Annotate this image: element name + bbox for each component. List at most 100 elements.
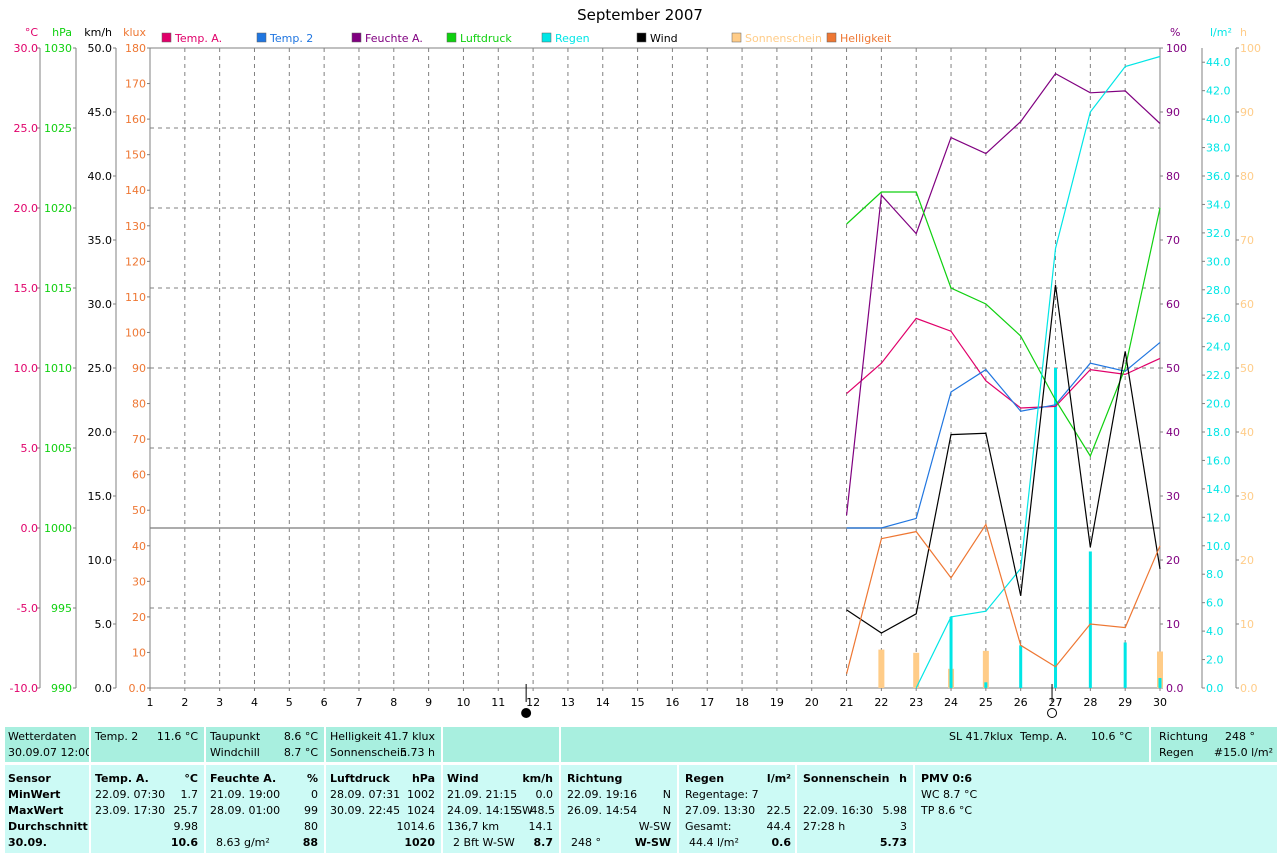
pmv-wc: WC 8.7 °C	[921, 788, 978, 801]
legend-label: Temp. A.	[174, 32, 222, 45]
light-tick-label: 50	[132, 504, 146, 517]
wind-tick-label: 50.0	[88, 42, 113, 55]
sensor-head: Sensor	[8, 772, 51, 785]
temp-tick-label: 5.0	[21, 442, 39, 455]
humidity-tick-label: 20	[1166, 554, 1180, 567]
temp-a-col: Temp. A. °C 22.09. 07:30 1.7 23.09. 17:3…	[90, 764, 205, 854]
humidity-tick-label: 30	[1166, 490, 1180, 503]
taupunkt-label: Taupunkt	[210, 730, 261, 743]
rain-tick-label: 28.0	[1206, 284, 1231, 297]
sensor-min: MinWert	[8, 788, 61, 801]
light-tick-label: 90	[132, 362, 146, 375]
x-tick-label: 18	[735, 696, 749, 709]
pressure-tick-label: 1015	[44, 282, 72, 295]
richtung-min-time: 22.09. 19:16	[567, 788, 638, 801]
wind-tick-label: 0.0	[95, 682, 113, 695]
light-tick-label: 160	[125, 113, 146, 126]
light-tick-label: 10	[132, 646, 146, 659]
light-tick-label: 120	[125, 255, 146, 268]
sonne-max-val: 5.98	[882, 804, 908, 817]
rain-tick-label: 8.0	[1206, 568, 1224, 581]
legend-swatch	[826, 32, 837, 43]
sun-bar	[1157, 651, 1163, 688]
sonne-col: Sonnenschein h 22.09. 16:30 5.98 27:28 h…	[796, 764, 914, 854]
windchill-label: Windchill	[210, 746, 260, 759]
light-tick-label: 180	[125, 42, 146, 55]
temp-tick-label: 0.0	[21, 522, 39, 535]
wind-tick-label: 40.0	[88, 170, 113, 183]
regen-gesamt: 44.4	[766, 820, 792, 833]
temp-a-avg: 9.98	[173, 820, 199, 833]
sun-tick-label: 100	[1240, 42, 1261, 55]
luftdruck-avg: 1014.6	[396, 820, 436, 833]
temp2-label: Temp. 2	[95, 730, 139, 743]
rain-tick-label: 22.0	[1206, 369, 1231, 382]
chart-title: September 2007	[577, 6, 703, 24]
x-tick-label: 30	[1153, 696, 1167, 709]
rain-bar	[984, 682, 988, 688]
wetterdaten-cell: Wetterdaten 30.09.07 12:00	[4, 726, 90, 763]
wind-col: Wind km/h 21.09. 21:15 0.0 24.09. 14:15 …	[442, 764, 560, 854]
rain-tick-label: 2.0	[1206, 654, 1224, 667]
sun-bar	[913, 652, 920, 688]
x-tick-label: 28	[1083, 696, 1097, 709]
legend-swatch	[446, 32, 457, 43]
wind-tick-label: 45.0	[88, 106, 113, 119]
temp-tick-label: 10.0	[14, 362, 39, 375]
rain-tick-label: 0.0	[1206, 682, 1224, 695]
legend-swatch	[636, 32, 647, 43]
light-tick-label: 60	[132, 469, 146, 482]
humidity-tick-label: 50	[1166, 362, 1180, 375]
wind-max-dir: SW	[515, 804, 533, 817]
wind-bft: 2 Bft W-SW	[453, 836, 515, 849]
x-tick-label: 27	[1049, 696, 1063, 709]
pressure-tick-label: 1010	[44, 362, 72, 375]
temp-tick-label: 20.0	[14, 202, 39, 215]
sun-tick-label: 90	[1240, 106, 1254, 119]
regen-col: Regen l/m² Regentage: 7 27.09. 13:30 22.…	[678, 764, 796, 854]
helligkeit-label: Helligkeit	[330, 730, 382, 743]
legend-swatch	[731, 32, 742, 43]
legend-swatch	[541, 32, 552, 43]
feuchte-now: 88	[302, 836, 318, 849]
rain-tick-label: 42.0	[1206, 85, 1231, 98]
humidity-tick-label: 80	[1166, 170, 1180, 183]
regen-value: #15.0 l/m²	[1213, 746, 1273, 759]
legend-label: Wind	[650, 32, 678, 45]
sonne-unit: h	[899, 772, 907, 785]
taupunkt-cell: Taupunkt 8.6 °C Windchill 8.7 °C	[205, 726, 325, 763]
regen-now: 0.6	[771, 836, 792, 849]
x-tick-label: 17	[700, 696, 714, 709]
temp-a-unit: °C	[184, 772, 198, 785]
x-tick-label: 22	[874, 696, 888, 709]
wind-distance: 136,7 km	[447, 820, 500, 833]
humidity-tick-label: 60	[1166, 298, 1180, 311]
rain-tick-label: 40.0	[1206, 113, 1231, 126]
temp-a-min-val: 1.7	[180, 788, 199, 801]
x-tick-label: 14	[596, 696, 610, 709]
sun-bar	[878, 649, 885, 688]
pmv-tp: TP 8.6 °C	[921, 804, 973, 817]
pmv-col: PMV 0:6 WC 8.7 °C TP 8.6 °C	[914, 764, 1278, 854]
legend-label: Luftdruck	[460, 32, 512, 45]
humidity-tick-label: 100	[1166, 42, 1187, 55]
rain-unit-label: l/m²	[1210, 26, 1232, 39]
rain-tick-label: 30.0	[1206, 255, 1231, 268]
x-tick-label: 24	[944, 696, 958, 709]
rain-bar	[1088, 551, 1092, 688]
humidity-tick-label: 90	[1166, 106, 1180, 119]
feuchte-abs: 8.63 g/m²	[216, 836, 270, 849]
richtung-top-cell: Richtung 248 ° Regen #15.0 l/m²	[1150, 726, 1278, 763]
helligkeit-value: 41.7 klux	[384, 730, 435, 743]
rain-bar	[1123, 642, 1127, 688]
richtung-col: Richtung 22.09. 19:16 N 26.09. 14:54 N W…	[560, 764, 678, 854]
sun-bar	[982, 650, 989, 688]
sun-tick-label: 60	[1240, 298, 1254, 311]
empty-cell	[442, 726, 560, 763]
richtung-max-time: 26.09. 14:54	[567, 804, 638, 817]
series-line-helligkeit	[846, 522, 1161, 674]
rain-bar	[949, 616, 953, 688]
light-tick-label: 20	[132, 611, 146, 624]
light-tick-label: 100	[125, 326, 146, 339]
legend-swatch	[351, 32, 362, 43]
